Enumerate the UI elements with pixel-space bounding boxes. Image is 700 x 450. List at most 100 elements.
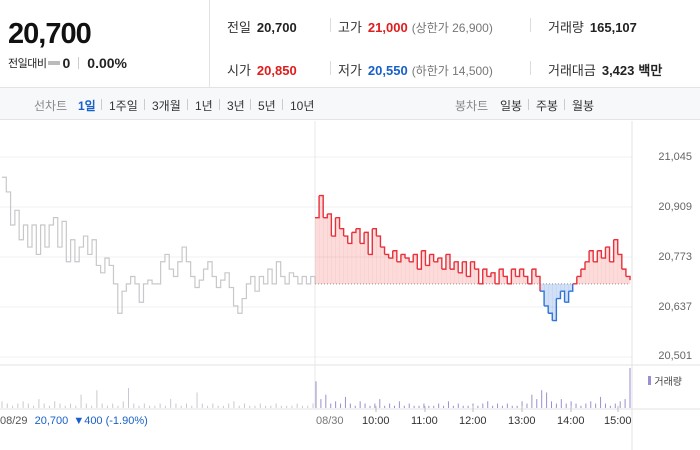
today-line-segment [519, 268, 525, 277]
area-fill [343, 236, 349, 284]
tab-weekly[interactable]: 주봉 [536, 99, 559, 113]
divider [330, 61, 331, 75]
tab-1w[interactable]: 1주일 [109, 99, 138, 113]
tab-1d[interactable]: 1일 [78, 99, 96, 113]
y-tick-label: 20,637 [658, 301, 692, 313]
prev-date: 08/29 [0, 415, 28, 427]
today-line-segment [405, 257, 410, 262]
x-tick-label: 15:00 [604, 415, 632, 427]
area-fill [339, 228, 344, 284]
today-line-segment [433, 258, 439, 263]
prev-day-line [2, 176, 316, 314]
y-tick-label: 20,773 [658, 251, 692, 263]
area-fill [470, 261, 475, 284]
volume-legend: 거래량 [648, 373, 682, 388]
area-fill [421, 250, 426, 284]
tab-3y[interactable]: 3년 [227, 99, 245, 113]
today-line-segment [315, 195, 320, 219]
area-fill [437, 258, 443, 284]
today-line-segment [466, 261, 472, 278]
area-fill [396, 261, 402, 284]
area-fill [613, 239, 619, 284]
today-line-segment [372, 227, 378, 237]
area-fill [319, 195, 324, 284]
area-fill [556, 283, 561, 299]
area-fill [544, 283, 549, 306]
today-line-segment [568, 283, 574, 292]
area-fill [400, 254, 406, 284]
today-line-segment [507, 269, 513, 285]
area-fill [417, 269, 422, 284]
chart-period-tabs: 선차트 1일 1주일 3개월 1년 3년 5년 10년 봉차트 일봉 주봉 월봉 [0, 88, 700, 120]
area-fill [388, 258, 394, 284]
today-line-segment [392, 250, 398, 262]
today-line-segment [589, 250, 594, 262]
divider [250, 99, 251, 110]
divider [187, 99, 188, 110]
stat-volume: 거래량 165,107 [548, 17, 637, 36]
x-tick-label: 10:00 [362, 415, 390, 427]
today-line-segment [368, 228, 373, 256]
today-line-segment [327, 213, 333, 237]
stat-label: 고가 [338, 20, 362, 35]
area-fill [413, 254, 418, 284]
tab-1y[interactable]: 1년 [195, 99, 213, 113]
today-line-segment [572, 276, 578, 285]
area-fill [466, 276, 471, 284]
today-line-segment [605, 246, 611, 262]
area-fill [347, 243, 353, 284]
area-fill [355, 228, 361, 284]
stat-value: 20,850 [256, 63, 297, 78]
change-percent: 0.00% [87, 55, 127, 71]
volume-legend-label: 거래량 [654, 377, 682, 388]
today-line-segment [380, 246, 386, 255]
change-label: 전일대비 [8, 58, 47, 70]
today-line-segment [617, 253, 623, 270]
tab-daily[interactable]: 일봉 [500, 99, 523, 113]
area-fill [593, 261, 598, 284]
stat-unit: 백만 [638, 63, 663, 78]
area-fill [454, 261, 459, 284]
today-line-segment [597, 250, 603, 259]
y-tick-label: 21,045 [658, 151, 692, 163]
current-price: 20,700 [8, 18, 92, 50]
upper-limit: (상한가 26,900) [411, 21, 493, 35]
today-line-segment [495, 269, 500, 285]
x-tick-label: 12:00 [459, 415, 487, 427]
area-fill [564, 283, 569, 303]
today-line-segment [609, 239, 615, 263]
intraday-chart: 21,045 20,909 20,773 20,637 20,501 거래량 0… [0, 121, 700, 450]
today-line-segment [450, 261, 455, 270]
today-line-segment [445, 253, 451, 270]
tab-monthly[interactable]: 월봉 [572, 99, 595, 113]
stat-low: 저가 20,550 (하한가 14,500) [338, 60, 493, 79]
stat-prev-close: 전일 20,700 [227, 17, 297, 36]
today-line-segment [560, 290, 566, 303]
area-fill [458, 272, 463, 284]
today-line-segment [490, 272, 496, 284]
today-line-segment [425, 254, 431, 267]
today-line-segment [331, 217, 337, 237]
divider [282, 99, 283, 110]
change-value: 0 [62, 55, 71, 71]
tab-5y[interactable]: 5년 [258, 99, 276, 113]
today-line-segment [556, 291, 562, 300]
today-line-segment [319, 194, 324, 218]
today-line-segment [540, 290, 545, 306]
area-fill [503, 276, 508, 284]
divider [564, 99, 565, 110]
today-line-segment [474, 268, 480, 284]
today-line-segment [351, 228, 357, 234]
area-fill [425, 265, 430, 284]
area-fill [376, 236, 381, 284]
candle-chart-label: 봉차트 [455, 99, 489, 113]
area-fill [331, 236, 336, 284]
tab-10y[interactable]: 10년 [290, 99, 315, 113]
area-fill [380, 247, 385, 284]
area-fill [474, 269, 479, 284]
price-box: 20,700 전일대비 0 0.00% [0, 0, 210, 88]
tab-3m[interactable]: 3개월 [152, 99, 181, 113]
area-fill [580, 269, 586, 284]
today-line-segment [621, 268, 627, 277]
stat-label: 시가 [227, 63, 251, 78]
